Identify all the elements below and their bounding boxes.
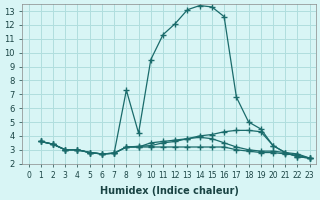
X-axis label: Humidex (Indice chaleur): Humidex (Indice chaleur) — [100, 186, 239, 196]
